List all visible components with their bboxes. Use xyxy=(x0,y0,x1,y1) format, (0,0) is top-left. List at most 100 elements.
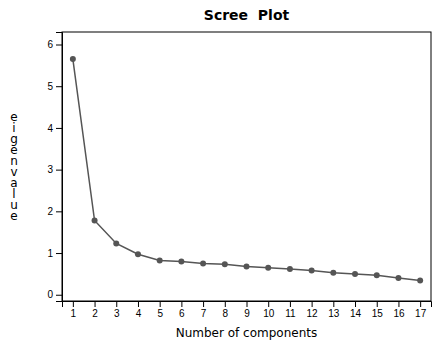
x-tick: 5 xyxy=(157,301,163,319)
point xyxy=(395,275,401,281)
x-tick: 9 xyxy=(244,301,250,319)
x-tick-label: 17 xyxy=(415,308,427,319)
y-tick-label: 6 xyxy=(47,39,53,50)
x-tick-label: 9 xyxy=(244,308,250,319)
x-tick-label: 11 xyxy=(285,308,296,319)
y-tick-label: 1 xyxy=(47,248,53,259)
x-tick-mark xyxy=(225,301,226,307)
y-tick: 2 xyxy=(47,206,62,217)
point xyxy=(70,56,76,62)
y-tick: 4 xyxy=(47,123,62,134)
x-tick-mark xyxy=(420,301,421,307)
y-tick-mark xyxy=(56,128,62,129)
x-tick-mark xyxy=(203,301,204,307)
x-tick-mark xyxy=(95,301,96,307)
y-axis-title: eigenvalue xyxy=(10,110,18,223)
x-tick-mark xyxy=(355,301,356,307)
x-tick-label: 8 xyxy=(223,308,229,319)
x-tick: 3 xyxy=(114,301,120,319)
y-axis-line xyxy=(56,33,63,302)
x-tick-label: 2 xyxy=(92,308,98,319)
x-axis-title: Number of components xyxy=(176,326,318,340)
y-tick-label: 0 xyxy=(47,289,53,300)
x-tick-mark xyxy=(160,301,161,307)
x-tick-label: 4 xyxy=(136,308,142,319)
x-tick: 11 xyxy=(285,301,296,319)
x-tick: 12 xyxy=(307,301,319,319)
x-tick-mark xyxy=(116,301,117,307)
point xyxy=(135,251,141,257)
point xyxy=(157,258,163,264)
x-tick: 10 xyxy=(263,301,275,319)
x-tick-mark xyxy=(290,301,291,307)
y-tick-mark xyxy=(56,211,62,212)
chart: 12345678910111213141516170123456Scree Pl… xyxy=(0,0,447,347)
point xyxy=(92,218,98,224)
point xyxy=(287,266,293,272)
y-tick-label: 4 xyxy=(47,123,53,134)
y-tick-label: 2 xyxy=(47,206,53,217)
marks xyxy=(70,56,423,283)
x-axis-line xyxy=(63,302,432,308)
x-tick-mark xyxy=(181,301,182,307)
x-tick-label: 5 xyxy=(157,308,163,319)
y-axis: 0 1 2 3 4 5 6 xyxy=(47,33,62,302)
x-tick-label: 6 xyxy=(179,308,185,319)
y-tick-mark xyxy=(56,86,62,87)
y-tick: 1 xyxy=(47,248,62,259)
x-tick-mark xyxy=(247,301,248,307)
x-tick-mark xyxy=(333,301,334,307)
y-tick: 5 xyxy=(47,81,62,92)
plot-area: 12345678910111213141516170123456 xyxy=(47,32,431,319)
point xyxy=(309,268,315,274)
x-tick: 4 xyxy=(136,301,142,319)
point xyxy=(352,271,358,277)
x-tick: 13 xyxy=(328,301,340,319)
point xyxy=(265,265,271,271)
title: Scree Plot xyxy=(204,7,290,23)
point xyxy=(178,258,184,264)
x-tick-mark xyxy=(73,301,74,307)
y-tick-label: 5 xyxy=(47,81,53,92)
x-tick-mark xyxy=(377,301,378,307)
x-tick-label: 15 xyxy=(372,308,384,319)
x-tick: 1 xyxy=(71,301,77,319)
x-tick: 2 xyxy=(92,301,98,319)
plot-frame xyxy=(62,32,431,301)
x-axis: 1234567891011121314151617 xyxy=(63,301,432,319)
x-tick: 14 xyxy=(350,301,362,319)
point xyxy=(417,278,423,284)
point xyxy=(113,240,119,246)
x-tick-label: 16 xyxy=(393,308,405,319)
y-tick-mark xyxy=(56,295,62,296)
x-tick: 17 xyxy=(415,301,427,319)
x-tick-mark xyxy=(398,301,399,307)
x-tick: 7 xyxy=(201,301,207,319)
x-tick: 6 xyxy=(179,301,185,319)
y-tick: 0 xyxy=(47,289,62,300)
x-tick-mark xyxy=(312,301,313,307)
x-tick-mark xyxy=(268,301,269,307)
y-tick-label: 3 xyxy=(47,164,53,175)
x-tick: 8 xyxy=(223,301,229,319)
x-tick-label: 7 xyxy=(201,308,207,319)
y-tick: 3 xyxy=(47,164,62,175)
y-tick-mark xyxy=(56,170,62,171)
y-tick-mark xyxy=(56,253,62,254)
x-tick-mark xyxy=(138,301,139,307)
point xyxy=(330,270,336,276)
y-axis-title-char: e xyxy=(10,209,17,223)
x-tick: 16 xyxy=(393,301,405,319)
y-tick-mark xyxy=(56,45,62,46)
y-tick: 6 xyxy=(47,39,62,50)
point xyxy=(374,272,380,278)
x-tick-label: 12 xyxy=(307,308,319,319)
point xyxy=(200,260,206,266)
point xyxy=(222,261,228,267)
line xyxy=(73,59,420,280)
x-tick-label: 14 xyxy=(350,308,362,319)
x-tick: 15 xyxy=(372,301,384,319)
x-tick-label: 1 xyxy=(71,308,77,319)
point xyxy=(244,263,250,269)
x-tick-label: 13 xyxy=(328,308,340,319)
